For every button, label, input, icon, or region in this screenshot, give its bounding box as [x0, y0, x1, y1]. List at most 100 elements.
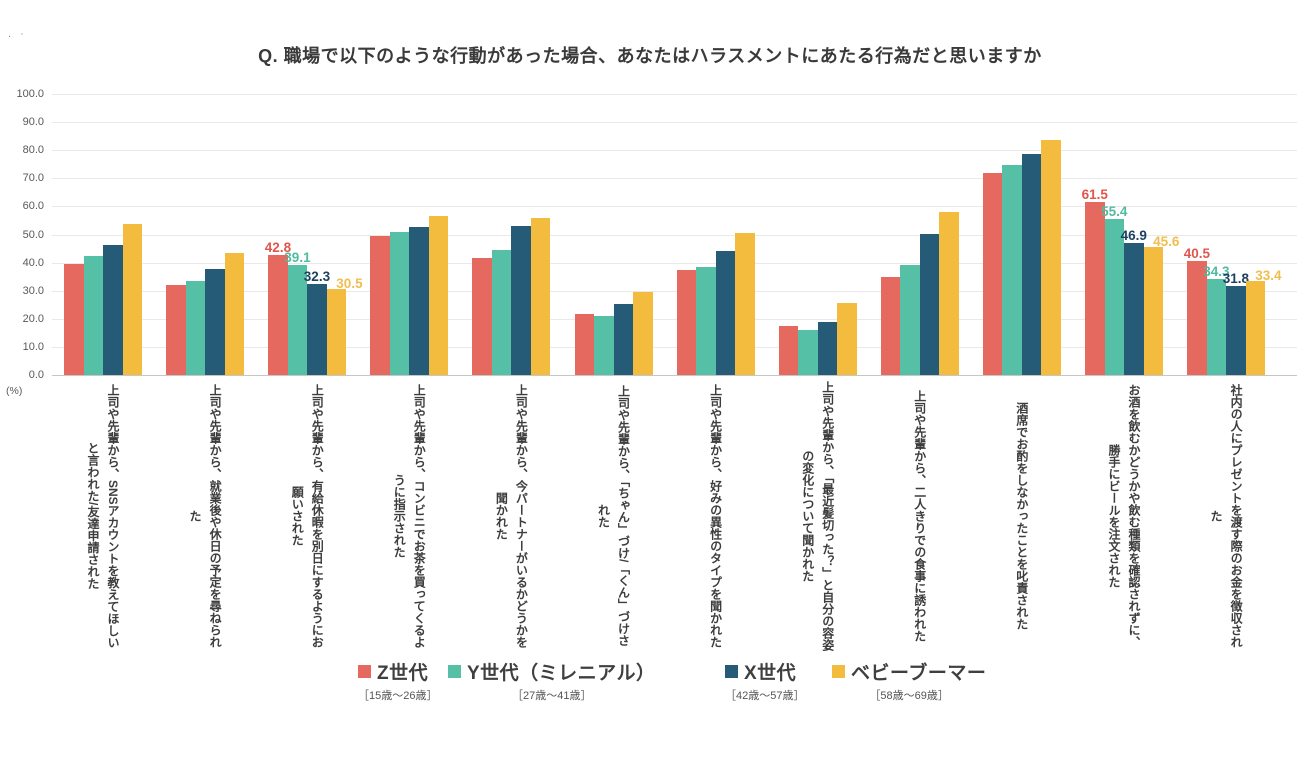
bar — [103, 244, 123, 375]
legend-swatch — [448, 665, 461, 678]
legend-age-range: ［58歳～69歳］ — [869, 690, 949, 702]
gridline — [52, 318, 1297, 320]
bar-value-label: 30.5 — [336, 276, 363, 292]
bar — [574, 313, 594, 375]
chart-title: Q. 職場で以下のような行動があった場合、あなたはハラスメントにあたる行為だと思… — [258, 46, 1042, 66]
legend-item: Z世代 ［15歳～26歳］ — [358, 658, 437, 703]
bar — [268, 254, 288, 375]
bar — [428, 215, 449, 375]
bar — [1143, 246, 1163, 375]
bar — [735, 233, 755, 375]
bar — [837, 303, 857, 375]
y-tick-label: 20.0 — [22, 312, 44, 325]
category-label: お酒を飲むかどうかや飲む種類を確認されずに、勝手にビールを注文された — [1107, 384, 1141, 648]
bar — [939, 211, 959, 375]
category-label: 上司や先輩から、就業後や休日の予定を尋ねられた — [188, 384, 223, 648]
bar — [287, 265, 308, 375]
bar-value-label: 31.8 — [1222, 270, 1249, 286]
y-tick-label: 80.0 — [22, 144, 44, 157]
bar — [530, 217, 551, 375]
gridline — [52, 206, 1297, 208]
category-label: 上司や先輩から、「ちゃん」づけ/「くん」づけされた — [596, 385, 631, 647]
legend-swatch — [832, 665, 845, 678]
legend-age-range: ［15歳～26歳］ — [358, 690, 438, 702]
bar — [1226, 285, 1246, 375]
category-label: 上司や先輩から、二人きりでの食事に誘われた — [912, 390, 927, 642]
bar — [409, 227, 429, 375]
y-tick-label: 50.0 — [22, 228, 44, 241]
bar-value-label: 46.9 — [1120, 228, 1147, 244]
bar — [1104, 219, 1124, 375]
bar — [880, 276, 901, 375]
bar — [1021, 153, 1042, 375]
bar-value-label: 34.3 — [1203, 263, 1230, 279]
legend-series-name: Z世代 — [377, 663, 429, 684]
bar — [715, 251, 736, 375]
gridline — [52, 150, 1297, 152]
bar — [166, 284, 186, 375]
bar — [389, 232, 410, 375]
category-label: 酒席でお酌をしなかったことを叱責された — [1014, 402, 1029, 630]
category-label: 上司や先輩から、SNSアカウントを教えてほしいと言われた/友達申請された — [86, 383, 120, 649]
category-label: 上司や先輩から、「最近髪切った？」と自分の容姿の変化について聞かれた — [800, 381, 835, 651]
legend-series-name: Y世代（ミレニアル） — [467, 663, 656, 684]
bar — [185, 281, 206, 375]
bar — [64, 264, 84, 375]
bar-value-label: 39.1 — [284, 250, 311, 266]
category-label: 上司や先輩から、有給休暇を別日にするようにお願いされた — [290, 384, 325, 648]
bar — [919, 233, 940, 375]
bar — [900, 265, 920, 375]
category-label: 上司や先輩から、コンビニでお茶を買ってくるように指示された — [392, 384, 427, 648]
bar-value-label: 40.5 — [1183, 246, 1210, 262]
gridline — [52, 178, 1297, 180]
bar-value-label: 61.5 — [1081, 187, 1108, 203]
legend-swatch — [725, 665, 738, 678]
legend-series-name: ベビーブーマー — [851, 663, 987, 684]
bar — [511, 226, 531, 375]
bar — [370, 236, 390, 375]
bar — [613, 304, 633, 375]
legend-item: ベビーブーマー ［58歳～69歳］ — [832, 658, 986, 703]
gridline — [52, 94, 1297, 95]
legend-series-name: X世代 — [744, 663, 797, 684]
bar-value-label: 32.3 — [303, 269, 331, 285]
bar — [83, 255, 103, 375]
gridline — [52, 234, 1297, 236]
bar — [1245, 281, 1266, 375]
bar — [491, 249, 512, 375]
bar-value-label: 45.6 — [1153, 233, 1180, 249]
gridline — [52, 262, 1297, 264]
bar — [1085, 202, 1105, 375]
bar — [633, 291, 653, 375]
bar-value-label: 55.4 — [1101, 204, 1128, 220]
y-tick-label: 70.0 — [22, 172, 44, 185]
y-tick-label: 60.0 — [22, 200, 44, 213]
bar — [778, 325, 799, 375]
bar — [1187, 261, 1207, 375]
bar — [594, 315, 614, 375]
bar — [307, 284, 327, 375]
bar — [1124, 243, 1144, 375]
bar — [326, 289, 347, 375]
gridline — [52, 122, 1297, 124]
bar — [676, 269, 697, 375]
corner-artifact-mark: . · — [8, 28, 27, 40]
gridline — [52, 290, 1297, 292]
gridline — [52, 346, 1297, 348]
bar — [1206, 278, 1227, 375]
bar — [224, 253, 245, 375]
y-tick-label: 10.0 — [22, 340, 44, 353]
category-label: 社内の人にプレゼントを渡す際のお金を徴収された — [1209, 384, 1244, 648]
bar — [696, 267, 716, 375]
bar — [817, 321, 838, 375]
category-label: 上司や先輩から、今パートナーがいるかどうかを聞かれた — [494, 384, 529, 648]
y-tick-label: 40.0 — [22, 256, 44, 269]
bar — [1002, 165, 1022, 375]
bar — [122, 223, 142, 375]
category-label: 上司や先輩から、好みの異性のタイプを聞かれた — [708, 384, 723, 648]
legend-age-range: ［27歳～41歳］ — [512, 690, 592, 702]
legend-age-range: ［42歳～57歳］ — [725, 690, 805, 702]
y-tick-label: 0.0 — [28, 369, 44, 381]
y-tick-label: 90.0 — [22, 116, 44, 129]
